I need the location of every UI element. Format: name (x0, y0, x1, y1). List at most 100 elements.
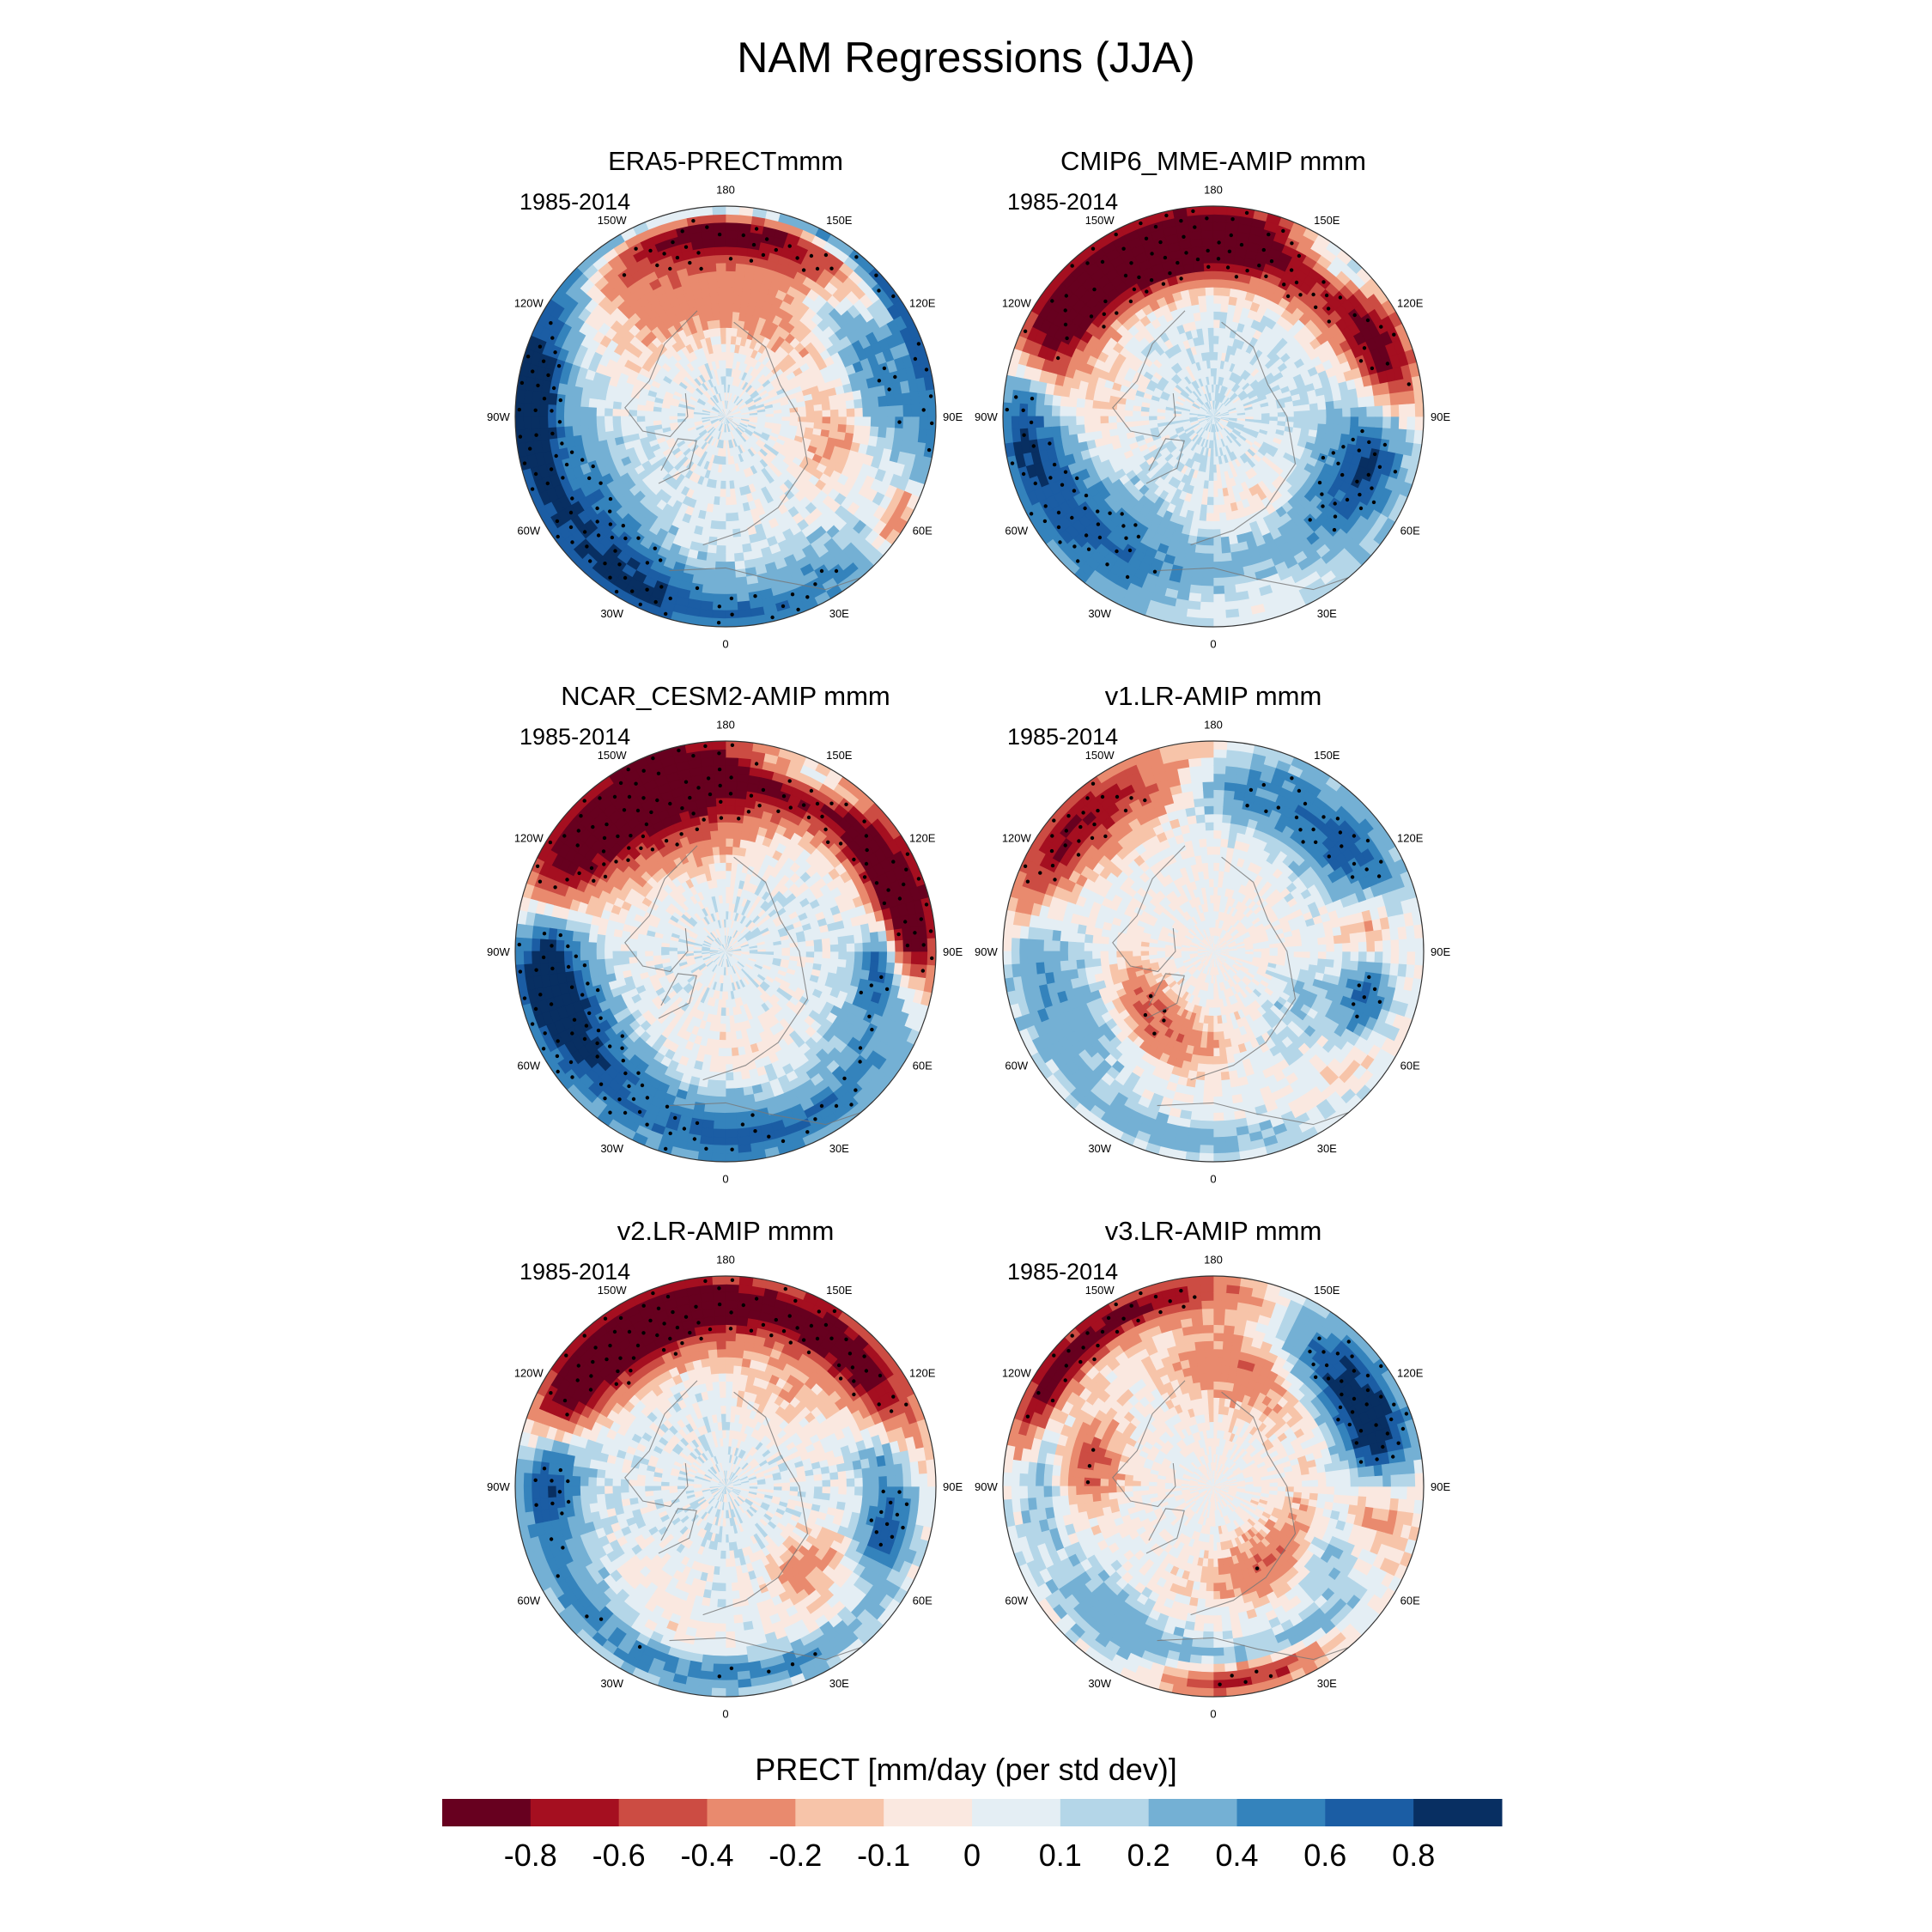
significance-dot (1321, 280, 1326, 284)
heatmap-cell (1211, 432, 1214, 442)
significance-dot (1358, 359, 1364, 363)
significance-dot (705, 225, 709, 229)
heatmap-cell (813, 422, 823, 430)
significance-dot (813, 582, 817, 586)
heatmap-cell (1245, 416, 1255, 420)
heatmap-cell (725, 601, 739, 612)
heatmap-cell (1206, 319, 1214, 328)
significance-dot (1314, 305, 1318, 309)
heatmap-cell (595, 416, 605, 426)
heatmap-cell (716, 286, 726, 296)
heatmap-cell (713, 237, 726, 247)
heatmap-cell (1212, 326, 1220, 337)
significance-dot (1321, 455, 1326, 460)
significance-dot (569, 450, 574, 454)
significance-dot (645, 561, 650, 565)
significance-dot (549, 321, 553, 325)
heatmap-cell (822, 416, 832, 424)
heatmap-cell (910, 416, 921, 430)
heatmap-cell (725, 545, 735, 556)
heatmap-cell (586, 407, 597, 417)
heatmap-cell (1309, 422, 1320, 431)
heatmap-cell (713, 593, 726, 604)
heatmap-cell (1200, 229, 1214, 240)
significance-dot (927, 447, 932, 453)
heatmap-cell (562, 405, 573, 417)
heatmap-cell (1212, 262, 1224, 272)
heatmap-cell (713, 495, 721, 507)
heatmap-cell (1204, 545, 1214, 556)
significance-dot (1217, 240, 1221, 245)
heatmap-cell (725, 302, 734, 313)
heatmap-cell (725, 343, 732, 353)
heatmap-cell (1212, 302, 1222, 313)
significance-dot (1184, 251, 1188, 255)
significance-dot (716, 621, 721, 625)
heatmap-cell (765, 416, 775, 421)
significance-dot (1340, 472, 1345, 477)
significance-dot (1065, 336, 1069, 341)
heatmap-cell (781, 416, 792, 422)
significance-dot (1245, 269, 1249, 273)
significance-dot (1382, 442, 1388, 447)
heatmap-cell (1066, 416, 1077, 427)
significance-dot (659, 585, 664, 589)
significance-dot (546, 373, 550, 378)
significance-dot (1327, 319, 1331, 324)
significance-dot (638, 602, 642, 607)
significance-dot (668, 596, 672, 601)
heatmap-cell (1212, 374, 1217, 385)
heatmap-cell (1212, 229, 1226, 240)
heatmap-cell (1099, 416, 1109, 425)
significance-dot (622, 273, 627, 277)
heatmap-cell (712, 213, 726, 223)
heatmap-cell (714, 577, 726, 587)
heatmap-cell (814, 416, 823, 423)
significance-dot (1052, 462, 1057, 467)
significance-dot (564, 462, 569, 467)
heatmap-cell (1171, 413, 1182, 417)
significance-dot (655, 263, 659, 268)
significance-dot (1063, 470, 1068, 474)
longitude-label: 180 (716, 183, 735, 196)
significance-dot (819, 568, 824, 574)
heatmap-cell (725, 577, 738, 587)
heatmap-cell (714, 246, 726, 256)
heatmap-cell (635, 404, 647, 412)
heatmap-cell (1206, 326, 1214, 337)
significance-dot (636, 536, 641, 540)
longitude-label: 120W (514, 297, 544, 310)
heatmap-cell (721, 465, 726, 474)
heatmap-cell (1390, 416, 1400, 429)
longitude-label: 60W (517, 524, 540, 537)
heatmap-cell (725, 319, 732, 328)
longitude-label: 150E (826, 214, 853, 227)
heatmap-cell (1206, 310, 1214, 320)
heatmap-cell (1042, 404, 1053, 417)
heatmap-cell (652, 410, 662, 417)
significance-dot (1161, 282, 1166, 286)
heatmap-cell (1212, 520, 1222, 531)
heatmap-cell (895, 404, 905, 417)
significance-dot (553, 350, 557, 355)
heatmap-cell (1212, 505, 1220, 514)
heatmap-cell (878, 416, 889, 428)
panel-period: 1985-2014 (519, 189, 631, 215)
heatmap-cell (1293, 416, 1303, 423)
heatmap-cell (715, 553, 726, 563)
significance-dot (1372, 452, 1377, 457)
heatmap-cell (716, 277, 726, 288)
significance-dot (1261, 247, 1266, 252)
significance-dot (545, 481, 550, 486)
significance-dot (680, 229, 684, 234)
heatmap-cell (846, 416, 856, 426)
significance-dot (809, 253, 814, 258)
heatmap-cell (1261, 416, 1271, 421)
significance-dot (528, 447, 532, 451)
heatmap-cell (571, 405, 581, 417)
significance-dot (874, 273, 878, 277)
heatmap-cell (1203, 553, 1214, 563)
significance-dot (1358, 492, 1362, 497)
significance-dot (1123, 273, 1128, 278)
heatmap-cell (1059, 405, 1069, 417)
